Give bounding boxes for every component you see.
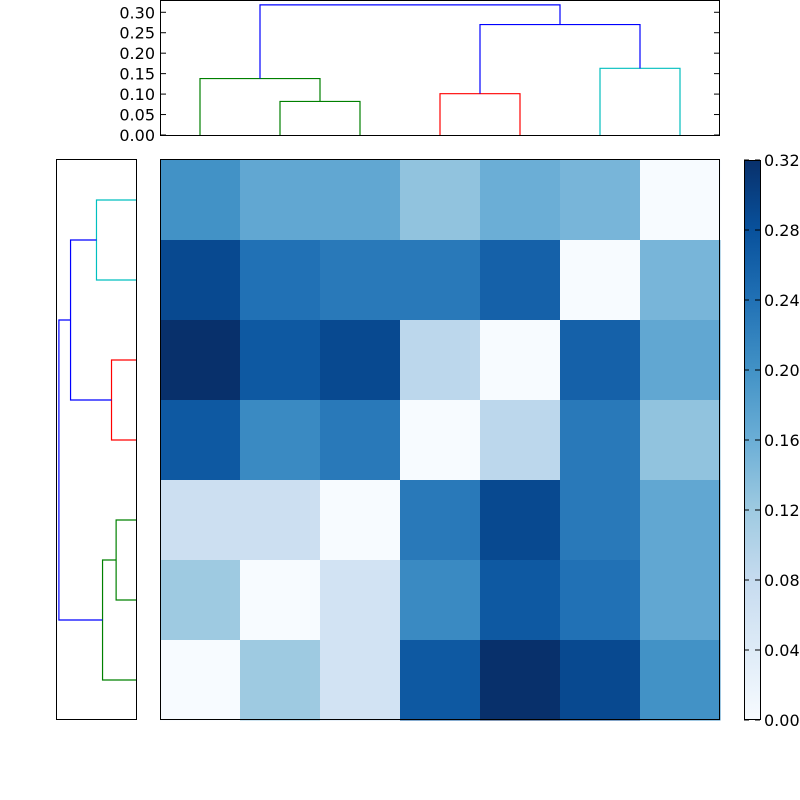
heatmap-cell <box>160 240 241 321</box>
top-dendrogram: 0.000.05 0.100.15 0.200.25 0.30 <box>119 3 720 145</box>
heatmap-cell <box>560 320 641 401</box>
top-dendrogram-link-2 <box>439 93 521 135</box>
left-dendrogram <box>58 199 136 681</box>
left-dendrogram-link-0 <box>95 199 136 281</box>
heatmap-cell <box>560 480 641 561</box>
heatmap-cell <box>240 480 321 561</box>
top-dendrogram-link-5 <box>259 4 561 79</box>
heatmap-cell <box>240 400 321 481</box>
top-dendrogram-ytick-label: 0.15 <box>119 65 155 84</box>
top-dendrogram-ytick-label: 0.00 <box>119 126 155 145</box>
heatmap-cell <box>160 320 241 401</box>
top-dendrogram-link-3 <box>599 67 681 135</box>
top-dendrogram-ytick-label: 0.05 <box>119 106 155 125</box>
heatmap-cell <box>480 320 561 401</box>
left-dendrogram-link-5 <box>58 319 103 621</box>
colorbar-tick-label: 0.12 <box>764 501 800 520</box>
heatmap-cell <box>400 640 481 721</box>
heatmap-cell <box>320 320 401 401</box>
heatmap-cell <box>640 160 721 241</box>
heatmap-cell <box>400 160 481 241</box>
colorbar-tick-label: 0.20 <box>764 361 800 380</box>
top-dendrogram-ytick-label: 0.20 <box>119 44 155 63</box>
colorbar-tick-label: 0.08 <box>764 571 800 590</box>
heatmap-cell <box>480 480 561 561</box>
heatmap-cell <box>240 640 321 721</box>
top-dendrogram-link-1 <box>199 77 321 135</box>
heatmap-cell <box>640 240 721 321</box>
heatmap-cell <box>640 320 721 401</box>
heatmap-cell <box>400 400 481 481</box>
left-dendrogram-frame <box>56 159 137 720</box>
heatmap-cell <box>320 240 401 321</box>
heatmap-cell <box>640 640 721 721</box>
heatmap-frame <box>160 159 720 720</box>
heatmap-cell <box>560 160 641 241</box>
colorbar-tick-label: 0.04 <box>764 641 800 660</box>
heatmap-cell <box>480 160 561 241</box>
left-dendrogram-link-3 <box>115 519 136 601</box>
heatmap-cell <box>240 240 321 321</box>
heatmap-cell <box>560 640 641 721</box>
heatmap-cell <box>320 560 401 641</box>
heatmap-cell <box>640 560 721 641</box>
left-dendrogram-link-2 <box>69 239 112 401</box>
heatmap-cell <box>160 560 241 641</box>
top-dendrogram-link-0 <box>279 100 361 135</box>
heatmap-cell <box>480 400 561 481</box>
colorbar: 0.00 0.04 0.08 0.12 0.16 0.20 0.24 0.28 0.32 <box>744 151 800 730</box>
heatmap-cell <box>160 160 241 241</box>
left-dendrogram-link-4 <box>101 559 136 681</box>
heatmap-cell <box>480 640 561 721</box>
colorbar-tick-label: 0.32 <box>764 151 800 170</box>
heatmap-cell <box>240 160 321 241</box>
heatmap-cell <box>400 560 481 641</box>
heatmap-cell <box>560 400 641 481</box>
top-dendrogram-ytick-label: 0.10 <box>119 85 155 104</box>
colorbar-tick-label: 0.16 <box>764 431 800 450</box>
heatmap-cell <box>320 160 401 241</box>
top-dendrogram-link-4 <box>479 23 641 94</box>
heatmap-cell <box>560 240 641 321</box>
top-dendrogram-ytick-label: 0.25 <box>119 24 155 43</box>
heatmap-cell <box>640 400 721 481</box>
colorbar-tick-label: 0.28 <box>764 221 800 240</box>
heatmap-cell <box>160 640 241 721</box>
heatmap-cell <box>480 240 561 321</box>
heatmap-cell <box>160 400 241 481</box>
left-dendrogram-link-1 <box>110 359 136 441</box>
top-dendrogram-frame <box>160 0 720 136</box>
colorbar-tick-label: 0.24 <box>764 291 800 310</box>
heatmap-cell <box>640 480 721 561</box>
heatmap-cell <box>400 320 481 401</box>
heatmap-cell <box>400 480 481 561</box>
heatmap-cell <box>560 560 641 641</box>
heatmap-cell <box>240 320 321 401</box>
heatmap-cell <box>160 480 241 561</box>
heatmap-cell <box>320 400 401 481</box>
heatmap-cell <box>400 240 481 321</box>
colorbar-tick-label: 0.00 <box>764 711 800 730</box>
heatmap-cell <box>240 560 321 641</box>
heatmap-cell <box>480 560 561 641</box>
heatmap-cell <box>320 640 401 721</box>
heatmap <box>160 160 721 721</box>
heatmap-cell <box>320 480 401 561</box>
top-dendrogram-ytick-label: 0.30 <box>119 3 155 22</box>
